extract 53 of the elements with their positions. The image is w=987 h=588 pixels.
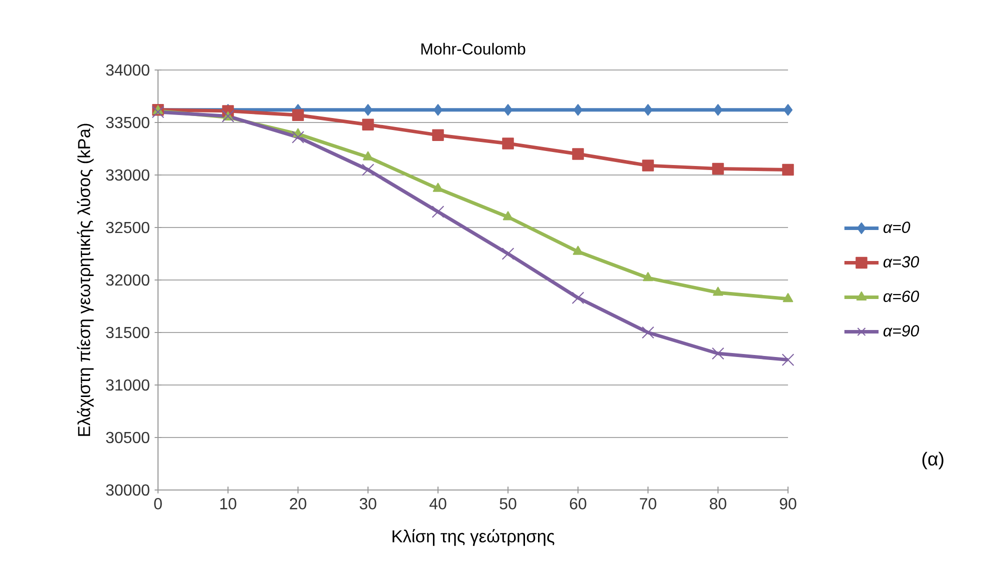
y-tick-label: 34000 (106, 64, 150, 76)
y-tick-label: 32000 (106, 274, 150, 286)
y-tick-label: 32500 (106, 222, 150, 234)
legend-label: α=30 (883, 256, 920, 268)
y-tick-label: 33000 (106, 169, 150, 181)
point (642, 326, 654, 339)
x-tick-label: 40 (429, 498, 446, 510)
x-axis-title: Κλίση της γεώτρησης (392, 529, 554, 546)
point (433, 104, 443, 116)
point (573, 104, 583, 116)
point (712, 162, 724, 175)
x-tick-label: 20 (290, 498, 306, 510)
x-tick-label: 90 (780, 498, 796, 510)
y-tick-label: 30500 (106, 432, 150, 444)
point (292, 131, 304, 144)
point (572, 246, 584, 255)
y-tick-label: 33500 (106, 116, 150, 128)
point (503, 104, 513, 116)
text: (α) (922, 452, 944, 470)
point (782, 164, 794, 176)
x-tick-label: 10 (220, 498, 236, 510)
y-tick-label: 31500 (106, 326, 150, 338)
point (643, 104, 653, 116)
point (502, 211, 514, 220)
point (362, 151, 374, 160)
point (432, 129, 444, 141)
point (782, 293, 794, 302)
point (712, 286, 724, 296)
y-axis-title: Ελάχιστη πίεση γεωτρητικής λύσος (kPa) (76, 124, 94, 436)
point (713, 104, 723, 116)
point (292, 109, 304, 122)
y-tick-label: 31000 (106, 379, 150, 391)
point (712, 347, 724, 360)
point (502, 138, 514, 150)
point (782, 354, 794, 366)
point (572, 148, 584, 160)
point (152, 106, 164, 118)
x-tick-label: 0 (154, 498, 162, 510)
point (783, 104, 793, 116)
chart-title: Mohr-Coulomb (421, 42, 526, 55)
x-tick-label: 50 (500, 498, 516, 510)
point (363, 104, 373, 116)
legend-label: α=0 (883, 222, 910, 233)
x-tick-label: 70 (640, 498, 656, 510)
point (642, 160, 654, 172)
x-tick-label: 60 (570, 498, 586, 510)
legend-label: α=90 (883, 325, 920, 337)
x-tick-label: 30 (360, 498, 376, 510)
point (362, 118, 374, 130)
legend-label: α=60 (883, 290, 920, 302)
y-tick-label: 30000 (106, 484, 150, 496)
point (642, 272, 654, 282)
x-tick-label: 80 (710, 498, 726, 510)
